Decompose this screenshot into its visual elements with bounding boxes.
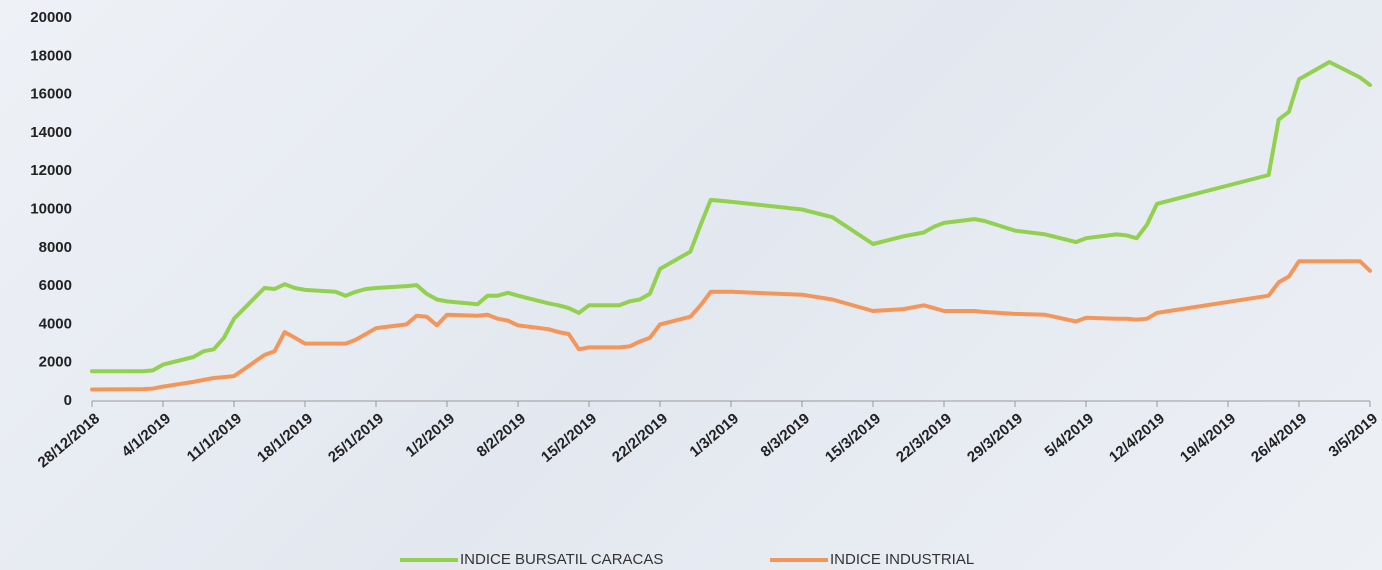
legend-label: INDICE INDUSTRIAL <box>830 551 974 568</box>
x-tick-label: 1/3/2019 <box>686 410 742 461</box>
x-tick-label: 8/2/2019 <box>473 410 529 461</box>
series-line <box>92 261 1370 389</box>
series-line <box>92 62 1370 371</box>
x-tick-label: 11/1/2019 <box>184 410 245 465</box>
y-tick-label: 16000 <box>30 86 72 103</box>
x-tick-label: 1/2/2019 <box>402 410 458 461</box>
x-tick-label: 26/4/2019 <box>1248 410 1310 466</box>
x-tick-label: 12/4/2019 <box>1106 410 1168 466</box>
x-tick-label: 5/4/2019 <box>1041 410 1097 461</box>
y-tick-label: 20000 <box>30 9 72 26</box>
x-tick-label: 15/3/2019 <box>822 410 884 466</box>
x-tick-label: 4/1/2019 <box>118 410 174 461</box>
x-tick-label: 19/4/2019 <box>1177 410 1239 466</box>
y-tick-label: 18000 <box>30 47 72 64</box>
chart: 0 2000 4000 6000 8000 10000 12000 14000 16000 180… <box>0 0 1382 570</box>
x-tick-label: 15/2/2019 <box>538 410 600 466</box>
y-tick-label: 2000 <box>39 354 72 371</box>
x-tick-label: 3/5/2019 <box>1325 410 1381 461</box>
x-tick-label: 18/1/2019 <box>254 410 316 466</box>
y-tick-label: 12000 <box>30 162 72 179</box>
y-tick-label: 8000 <box>39 239 72 256</box>
y-tick-label: 14000 <box>30 124 72 141</box>
x-tick-label: 22/3/2019 <box>893 410 955 466</box>
y-tick-label: 4000 <box>39 315 72 332</box>
y-tick-label: 6000 <box>39 277 72 294</box>
y-tick-label: 10000 <box>30 200 72 217</box>
x-tick-label: 28/12/2018 <box>35 410 103 471</box>
x-tick-label: 29/3/2019 <box>964 410 1026 466</box>
x-tick-label: 25/1/2019 <box>325 410 387 466</box>
legend-label: INDICE BURSATIL CARACAS <box>460 551 663 568</box>
y-tick-label: 0 <box>64 392 72 409</box>
x-tick-label: 8/3/2019 <box>757 410 813 461</box>
x-tick-label: 22/2/2019 <box>609 410 671 466</box>
